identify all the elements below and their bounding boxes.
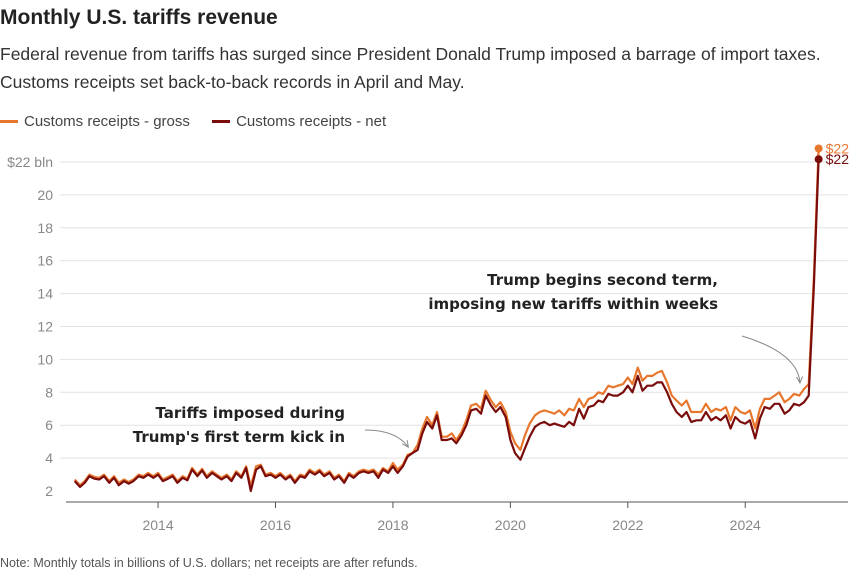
legend-swatch-gross xyxy=(0,119,18,123)
y-tick-label: 2 xyxy=(45,483,53,499)
legend-label-net: Customs receipts - net xyxy=(236,113,387,130)
annotation-text: Trump begins second term, xyxy=(487,271,718,289)
y-tick-label: 18 xyxy=(37,220,53,236)
chart-legend: Customs receipts - gross Customs receipt… xyxy=(0,113,404,130)
annotation-text: Trump's first term kick in xyxy=(133,428,345,446)
y-tick-label: 14 xyxy=(37,286,53,302)
legend-label-gross: Customs receipts - gross xyxy=(24,113,190,130)
x-tick-label: 2024 xyxy=(730,517,761,533)
legend-swatch-net xyxy=(212,119,231,123)
x-tick-label: 2018 xyxy=(377,517,408,533)
end-value-label-net: $22.17 xyxy=(826,151,850,167)
x-tick-label: 2014 xyxy=(142,517,173,533)
legend-item-gross: Customs receipts - gross xyxy=(0,113,190,130)
y-tick-label: 20 xyxy=(37,187,53,203)
grid-lines xyxy=(60,161,848,459)
x-tick-label: 2022 xyxy=(612,517,643,533)
end-value-label-gross: $22.82 xyxy=(826,141,850,157)
annotation-arrowhead xyxy=(401,440,409,449)
y-axis-tick-labels: $22 bln 20 18 16 14 12 10 8 6 4 2 xyxy=(7,154,53,499)
y-tick-label: 8 xyxy=(45,384,53,400)
series-line-net xyxy=(73,159,820,493)
y-tick-label: 16 xyxy=(37,253,53,269)
y-tick-label: 4 xyxy=(45,450,53,466)
footnote: Note: Monthly totals in billions of U.S.… xyxy=(0,556,418,570)
x-tick-label: 2020 xyxy=(495,517,526,533)
y-tick-label: 12 xyxy=(37,319,53,335)
x-tick-label: 2016 xyxy=(260,517,291,533)
x-axis: 2014 2016 2018 2020 2022 2024 xyxy=(66,501,848,533)
chart-subtitle: Federal revenue from tariffs has surged … xyxy=(0,44,821,92)
legend-item-net: Customs receipts - net xyxy=(212,113,386,130)
annotation-arrow xyxy=(741,335,801,384)
y-tick-label: 6 xyxy=(45,417,53,433)
y-tick-label: $22 bln xyxy=(7,154,53,170)
annotation-arrow xyxy=(364,429,409,448)
end-point-net xyxy=(814,155,823,164)
y-tick-label: 10 xyxy=(37,351,53,367)
annotation-arrowhead xyxy=(796,376,804,385)
annotations: Tariffs imposed during Trump's first term… xyxy=(133,271,804,449)
annotation-text: Tariffs imposed during xyxy=(155,404,345,422)
chart-title: Monthly U.S. tariffs revenue xyxy=(0,6,278,29)
series-lines: $22.82$22.17 xyxy=(73,141,850,493)
annotation-text: imposing new tariffs within weeks xyxy=(428,295,718,313)
end-point-gross xyxy=(814,144,823,153)
